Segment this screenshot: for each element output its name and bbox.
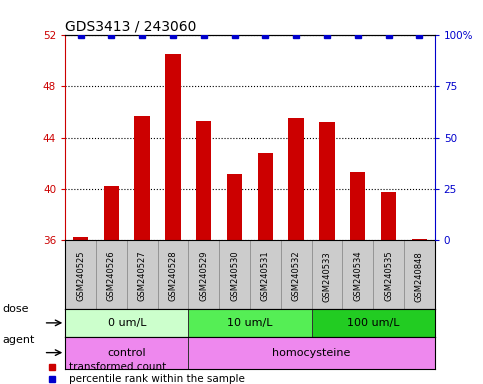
Text: GSM240532: GSM240532 <box>292 251 300 301</box>
Bar <box>281 240 312 309</box>
Bar <box>127 240 157 309</box>
Bar <box>288 118 304 240</box>
Text: agent: agent <box>2 335 35 345</box>
Text: GDS3413 / 243060: GDS3413 / 243060 <box>65 20 197 33</box>
Bar <box>65 309 188 337</box>
Bar <box>188 309 312 337</box>
Bar <box>404 240 435 309</box>
Text: percentile rank within the sample: percentile rank within the sample <box>69 374 245 384</box>
Bar <box>227 174 242 240</box>
Bar <box>412 239 427 240</box>
Text: GSM240526: GSM240526 <box>107 251 116 301</box>
Text: GSM240535: GSM240535 <box>384 251 393 301</box>
Bar <box>350 172 366 240</box>
Text: dose: dose <box>2 304 29 314</box>
Bar <box>381 192 396 240</box>
Bar <box>188 337 435 369</box>
Bar <box>165 54 181 240</box>
Bar <box>219 240 250 309</box>
Bar <box>257 153 273 240</box>
Bar <box>319 122 335 240</box>
Bar <box>188 240 219 309</box>
Bar <box>96 240 127 309</box>
Text: homocysteine: homocysteine <box>272 348 351 358</box>
Text: 100 um/L: 100 um/L <box>347 318 399 328</box>
Bar <box>250 240 281 309</box>
Bar <box>196 121 212 240</box>
Text: GSM240534: GSM240534 <box>353 251 362 301</box>
Bar <box>312 309 435 337</box>
Text: 0 um/L: 0 um/L <box>108 318 146 328</box>
Text: control: control <box>108 348 146 358</box>
Text: GSM240531: GSM240531 <box>261 251 270 301</box>
Bar <box>134 116 150 240</box>
Text: 10 um/L: 10 um/L <box>227 318 273 328</box>
Text: GSM240848: GSM240848 <box>415 251 424 301</box>
Bar <box>342 240 373 309</box>
Text: transformed count: transformed count <box>69 362 166 372</box>
Bar <box>157 240 188 309</box>
Bar <box>65 240 96 309</box>
Text: GSM240529: GSM240529 <box>199 251 208 301</box>
Text: GSM240525: GSM240525 <box>76 251 85 301</box>
Text: GSM240533: GSM240533 <box>323 251 331 301</box>
Bar <box>65 337 188 369</box>
Text: GSM240530: GSM240530 <box>230 251 239 301</box>
Text: GSM240528: GSM240528 <box>169 251 177 301</box>
Bar <box>312 240 342 309</box>
Text: GSM240527: GSM240527 <box>138 251 147 301</box>
Bar <box>373 240 404 309</box>
Bar <box>73 237 88 240</box>
Bar <box>104 187 119 240</box>
